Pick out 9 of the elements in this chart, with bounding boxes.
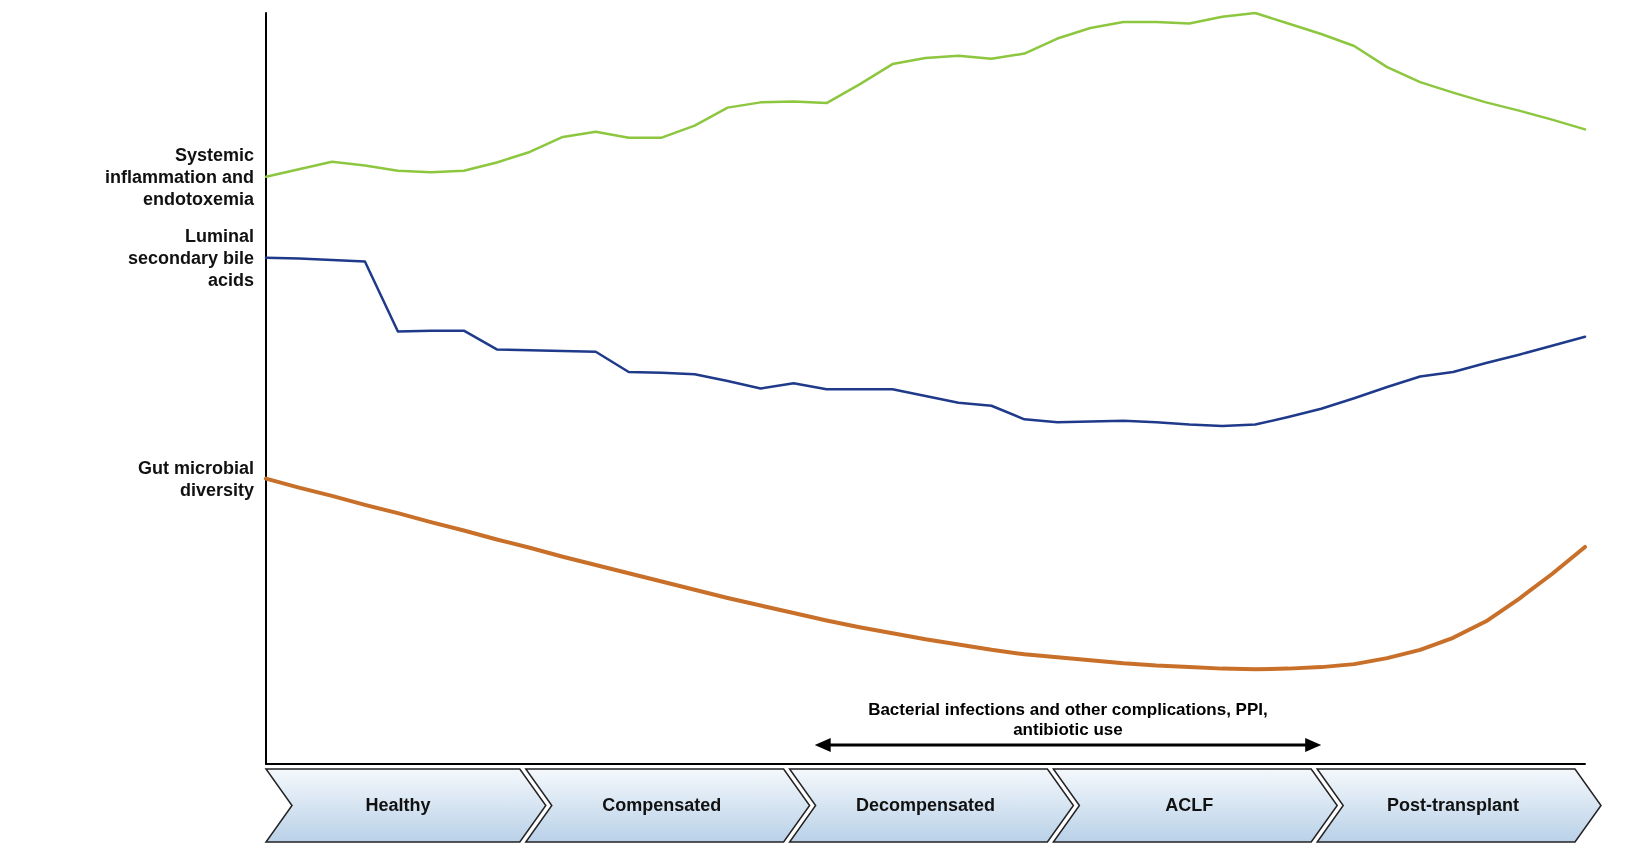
x-tick-label: ACLF <box>1165 795 1214 815</box>
x-tick-label: Post-transplant <box>1387 795 1520 815</box>
x-tick-label: Compensated <box>602 795 722 815</box>
x-tick-label: Healthy <box>365 795 431 815</box>
series-label: Luminal secondary bile acids <box>126 224 254 291</box>
annotation: Bacterial infections and other complications, PPI, antibiotic use <box>867 700 1269 740</box>
series-label: Gut microbial diversity <box>137 456 254 501</box>
series-label: Systemic inflammation and endotoxemia <box>104 143 254 210</box>
x-tick-label: Decompensated <box>855 795 996 815</box>
